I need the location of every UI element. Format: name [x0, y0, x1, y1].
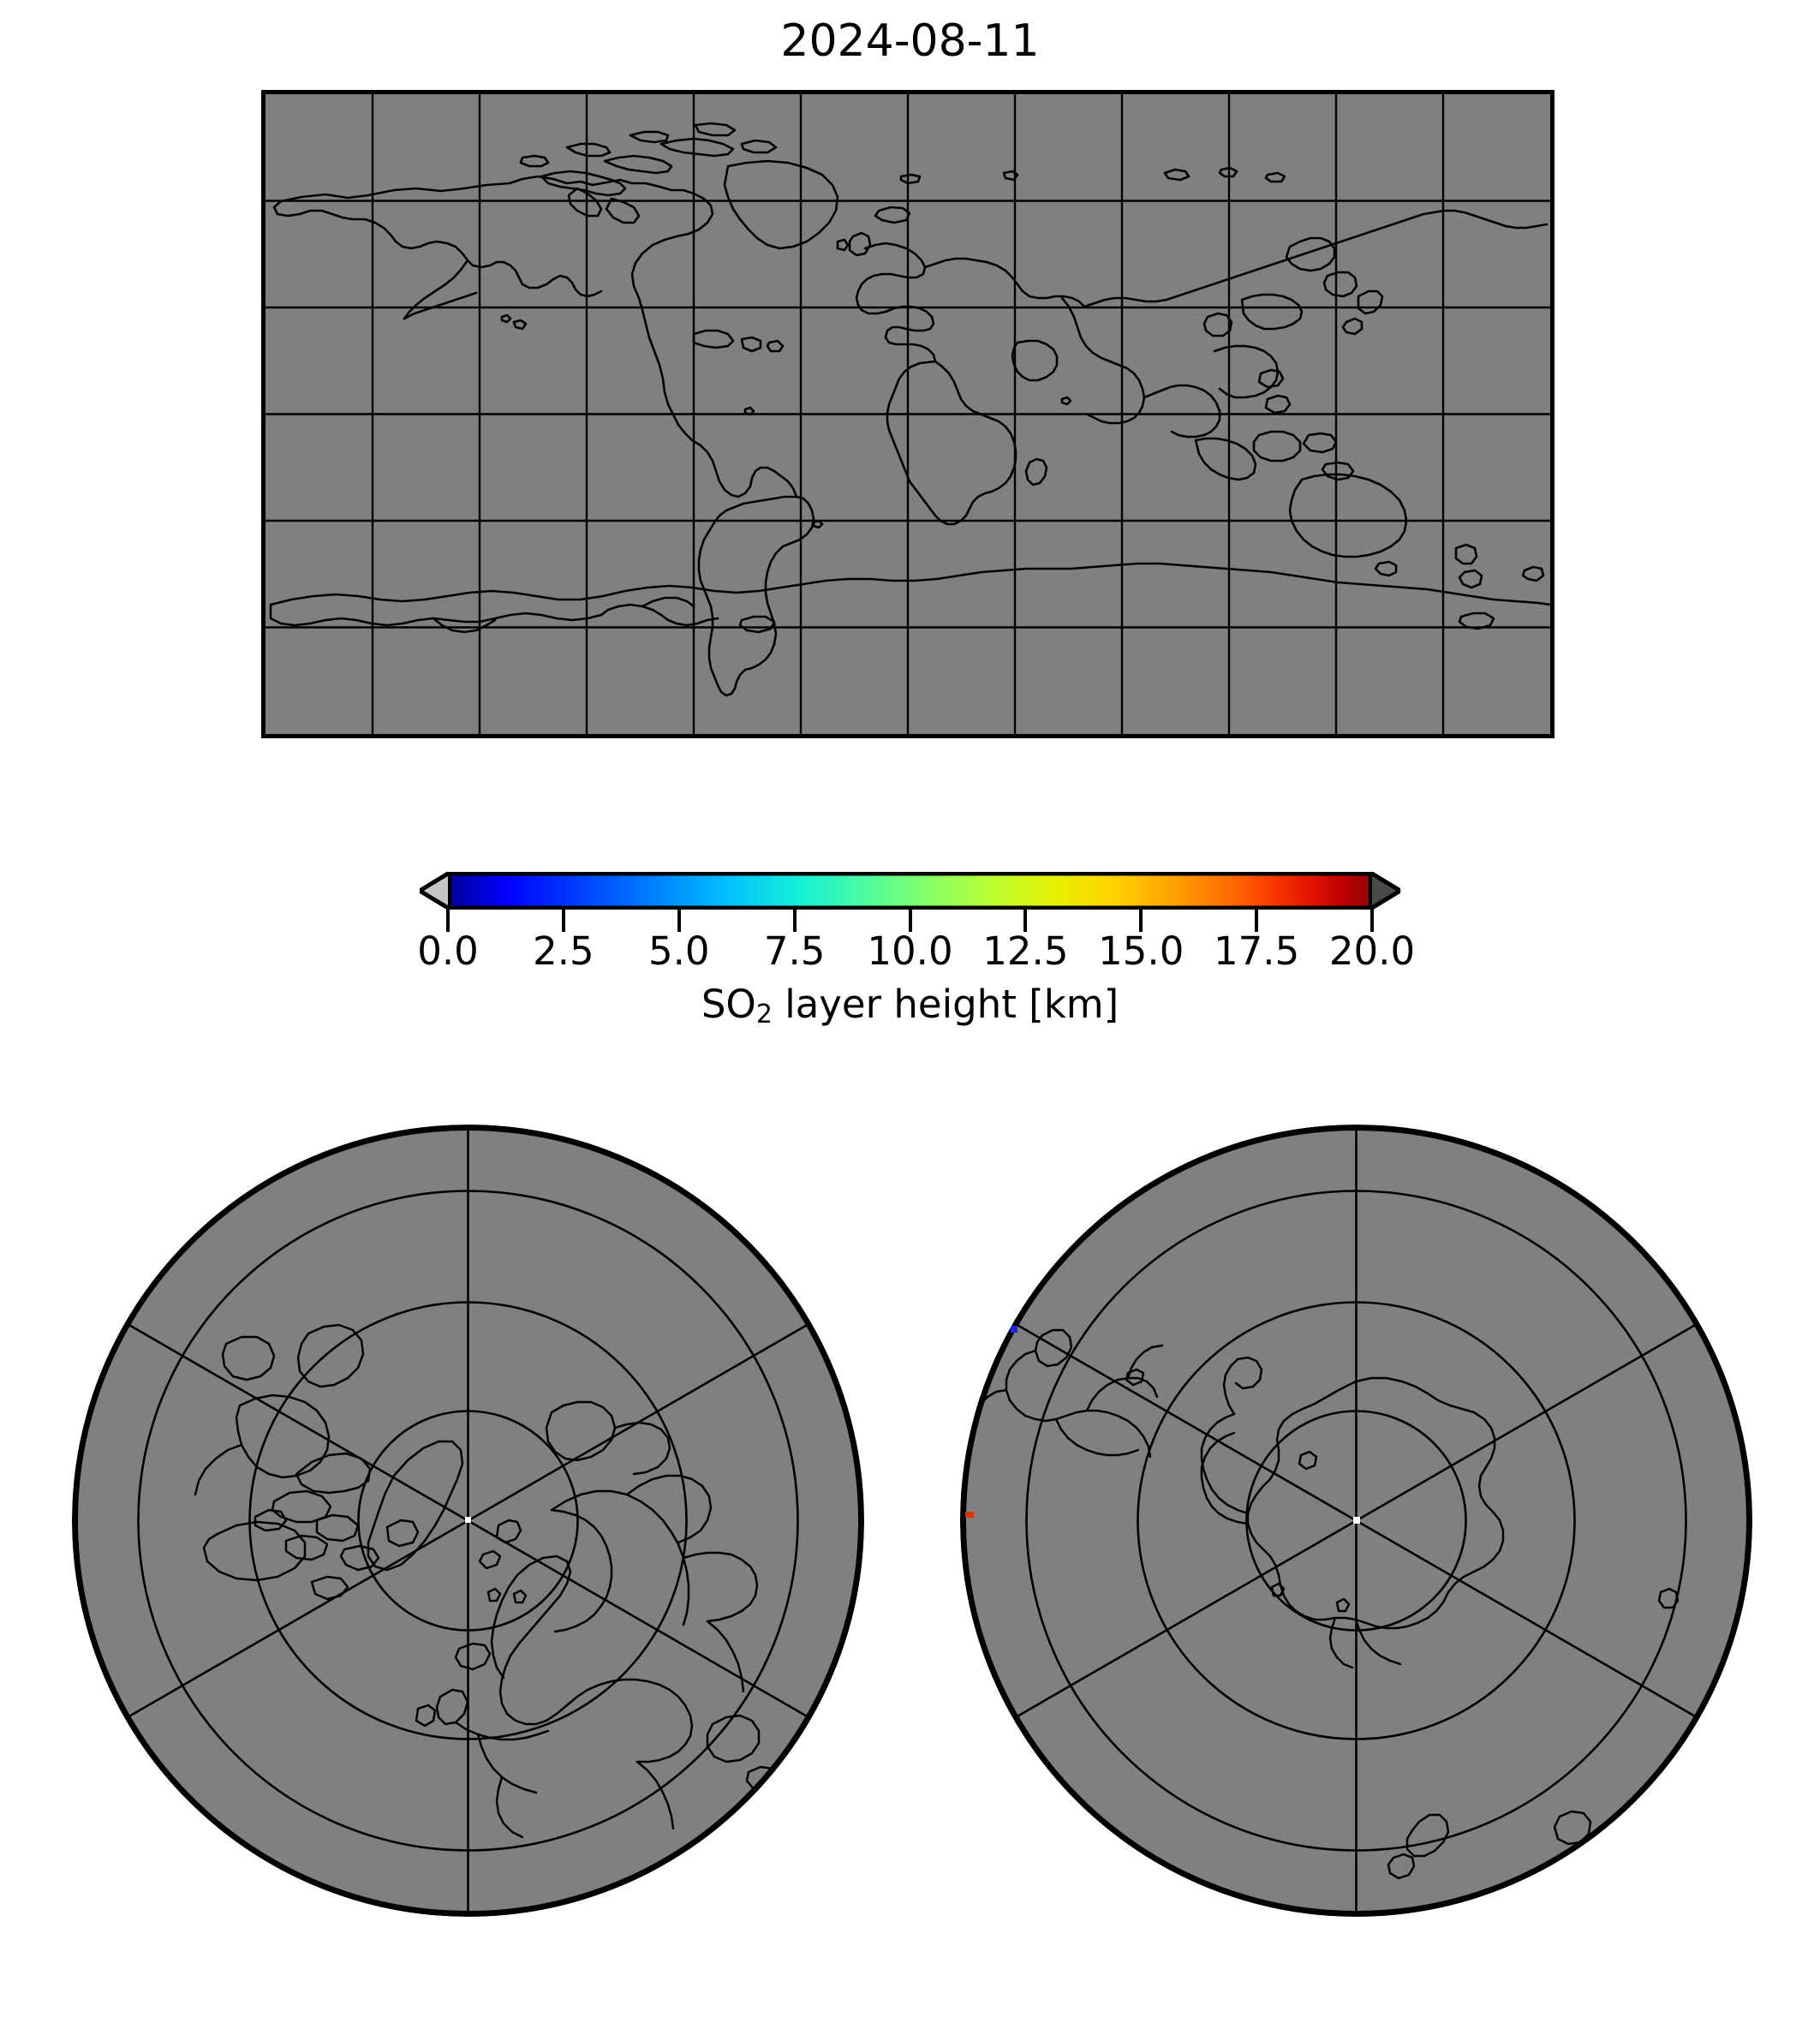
colorbar-ticklabel: 15.0: [1098, 928, 1184, 974]
colorbar-under-arrow: [420, 872, 449, 910]
north-polar-coastlines: [194, 1323, 781, 1839]
north-polar-map-svg: [72, 1125, 864, 1917]
global-map-panel[interactable]: [261, 90, 1554, 738]
colorbar-ticklabels: 0.0 2.5 5.0 7.5 10.0 12.5 15.0 17.5 20.0: [417, 928, 1415, 976]
south-polar-map-svg: [960, 1125, 1752, 1917]
north-polar-map-panel[interactable]: [72, 1125, 864, 1917]
data-pixel: [1353, 1517, 1360, 1524]
colorbar-tick: [1370, 910, 1374, 932]
colorbar-ticklabel: 7.5: [763, 928, 826, 974]
colorbar-tick: [908, 910, 912, 932]
colorbar-ticklabel: 2.5: [533, 928, 594, 974]
colorbar-label-prefix: SO: [701, 982, 756, 1027]
colorbar-axis-label: SO2 layer height [km]: [420, 985, 1400, 1028]
colorbar-ticklabel: 5.0: [647, 928, 710, 974]
data-pixel-blue: [1011, 1326, 1017, 1333]
north-polar-data-points: [465, 1517, 471, 1523]
colorbar-ticklabel: 10.0: [867, 928, 953, 974]
colorbar-gradient[interactable]: [448, 872, 1372, 910]
figure-title: 2024-08-11: [780, 15, 1040, 67]
data-pixel: [465, 1517, 471, 1523]
colorbar-tick: [446, 910, 450, 932]
colorbar-tick: [561, 910, 565, 932]
data-pixel-red: [965, 1512, 974, 1518]
global-map-svg: [266, 94, 1550, 734]
colorbar-tick: [792, 910, 797, 932]
colorbar-ticks: [446, 910, 1374, 932]
global-gridlines: [266, 94, 1550, 734]
south-polar-data-points: [965, 1326, 1360, 1524]
colorbar-ticklabel: 17.5: [1214, 928, 1300, 974]
colorbar-tick: [1023, 910, 1028, 932]
colorbar-ticklabel: 0.0: [417, 928, 479, 974]
colorbar-label-subscript: 2: [755, 1000, 773, 1029]
colorbar-tick: [1255, 910, 1259, 932]
colorbar-ticklabel: 20.0: [1328, 928, 1416, 974]
colorbar[interactable]: 0.0 2.5 5.0 7.5 10.0 12.5 15.0 17.5 20.0…: [417, 872, 1415, 1043]
south-polar-coastlines: [976, 1328, 1680, 1880]
colorbar-tick: [677, 910, 681, 932]
colorbar-label-suffix: layer height [km]: [772, 982, 1119, 1027]
south-polar-map-panel[interactable]: [960, 1125, 1752, 1917]
colorbar-ticklabel: 12.5: [982, 928, 1069, 974]
global-coastlines: [269, 122, 1550, 697]
colorbar-over-arrow: [1372, 872, 1401, 910]
colorbar-tick: [1139, 910, 1143, 932]
